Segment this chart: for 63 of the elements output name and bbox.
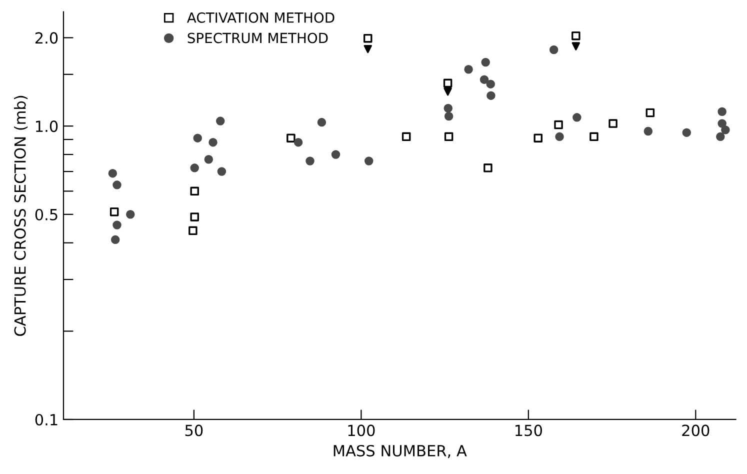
point (216, 116, 225, 126)
point (646, 108, 655, 118)
point (480, 75, 489, 84)
point (331, 150, 340, 159)
point (443, 78, 452, 88)
point (444, 112, 454, 121)
point (190, 164, 199, 172)
point (364, 44, 372, 54)
point (112, 180, 122, 190)
point (644, 126, 653, 136)
point (402, 132, 411, 142)
point (108, 168, 118, 178)
x-axis-title: MASS NUMBER, A (334, 444, 467, 458)
point (716, 132, 725, 142)
point (190, 186, 199, 196)
point (190, 212, 199, 222)
point (572, 42, 580, 50)
x-tick-label: 100 (348, 424, 375, 436)
point (572, 31, 580, 40)
point (112, 220, 122, 230)
point (294, 138, 303, 147)
point (555, 132, 564, 142)
point (481, 58, 490, 67)
point (718, 107, 726, 116)
point (286, 134, 296, 142)
point (534, 134, 542, 142)
point (486, 80, 495, 88)
point (217, 167, 226, 176)
y-axis-title: CAPTURE CROSS SECTION (mb) (14, 96, 28, 336)
y-tick-label: 1.0 (36, 120, 58, 132)
point (317, 118, 326, 127)
x-tick-label: 200 (682, 424, 710, 436)
point (193, 134, 202, 142)
y-tick-label: 0.1 (35, 414, 58, 426)
legend-label: ACTIVATION METHOD (186, 12, 334, 23)
point (590, 132, 598, 142)
point (486, 91, 496, 100)
point (306, 156, 314, 166)
point (682, 128, 691, 137)
point (721, 126, 730, 134)
point (444, 132, 454, 142)
point (549, 45, 558, 54)
point (444, 104, 453, 113)
point (110, 235, 120, 244)
point (718, 119, 726, 128)
y-tick-label: 2.0 (35, 32, 58, 44)
point (572, 113, 582, 122)
point (364, 156, 374, 166)
point (554, 120, 563, 130)
point (608, 119, 618, 128)
x-tick-label: 150 (516, 424, 542, 436)
point (204, 154, 214, 164)
point (110, 207, 119, 216)
point (126, 210, 135, 219)
point (464, 65, 473, 74)
y-tick-label: 0.5 (35, 208, 58, 220)
point (188, 226, 198, 236)
x-tick-label: 50 (185, 424, 203, 436)
point (444, 88, 452, 96)
legend-label: SPECTRUM METHOD (188, 32, 328, 44)
point (363, 34, 372, 43)
point (208, 138, 218, 147)
point (484, 164, 492, 172)
